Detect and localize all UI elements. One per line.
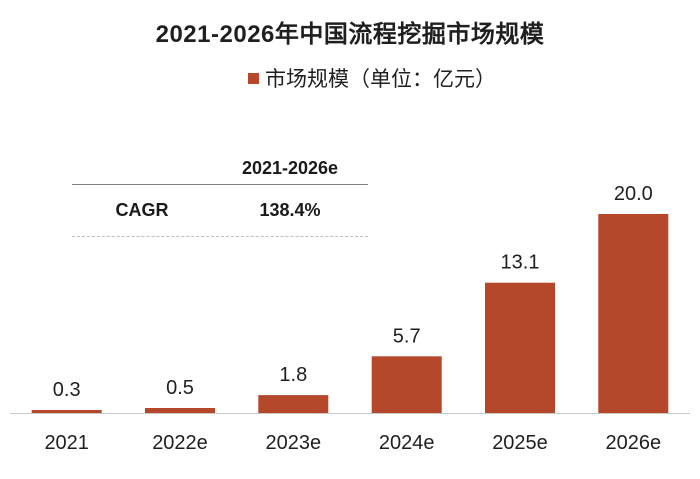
cagr-row-label: CAGR	[115, 200, 169, 220]
cagr-table: 2021-2026e CAGR 138.4%	[72, 152, 368, 238]
category-label-2022e: 2022e	[152, 432, 208, 454]
legend: 市场规模（单位：亿元）	[248, 64, 496, 92]
cagr-header: 2021-2026e	[241, 158, 339, 178]
category-label-2026e: 2026e	[605, 432, 661, 454]
category-label-2025e: 2025e	[492, 432, 548, 454]
bars-group	[31, 214, 669, 413]
value-label-2022e: 0.5	[166, 377, 194, 399]
legend-label: 市场规模（单位：亿元）	[265, 68, 496, 91]
value-label-2023e: 1.8	[279, 364, 307, 386]
value-label-2025e: 13.1	[501, 252, 540, 274]
legend-swatch	[248, 72, 259, 84]
category-label-2024e: 2024e	[379, 432, 435, 454]
chart-title: 2021-2026年中国流程挖掘市场规模	[155, 21, 545, 48]
bar-2022e	[145, 408, 215, 413]
cagr-row-value: 138.4%	[259, 200, 321, 220]
bar-2024e	[371, 356, 442, 413]
category-label-2021: 2021	[44, 432, 89, 454]
value-labels-group: 0.3 0.5 1.8 5.7 13.1 20.0	[53, 183, 653, 401]
bar-2023e	[258, 395, 329, 413]
value-label-2021: 0.3	[53, 379, 81, 401]
category-label-2023e: 2023e	[265, 432, 321, 454]
category-labels-group: 2021 2022e 2023e 2024e 2025e 2026e	[44, 432, 661, 454]
bar-2021	[31, 410, 102, 413]
cagr-bottom-rule	[72, 236, 368, 237]
bar-2026e	[598, 214, 669, 413]
value-label-2024e: 5.7	[393, 325, 421, 347]
cagr-header-rule	[72, 184, 368, 185]
value-label-2026e: 20.0	[614, 183, 653, 205]
bar-2025e	[485, 282, 555, 413]
